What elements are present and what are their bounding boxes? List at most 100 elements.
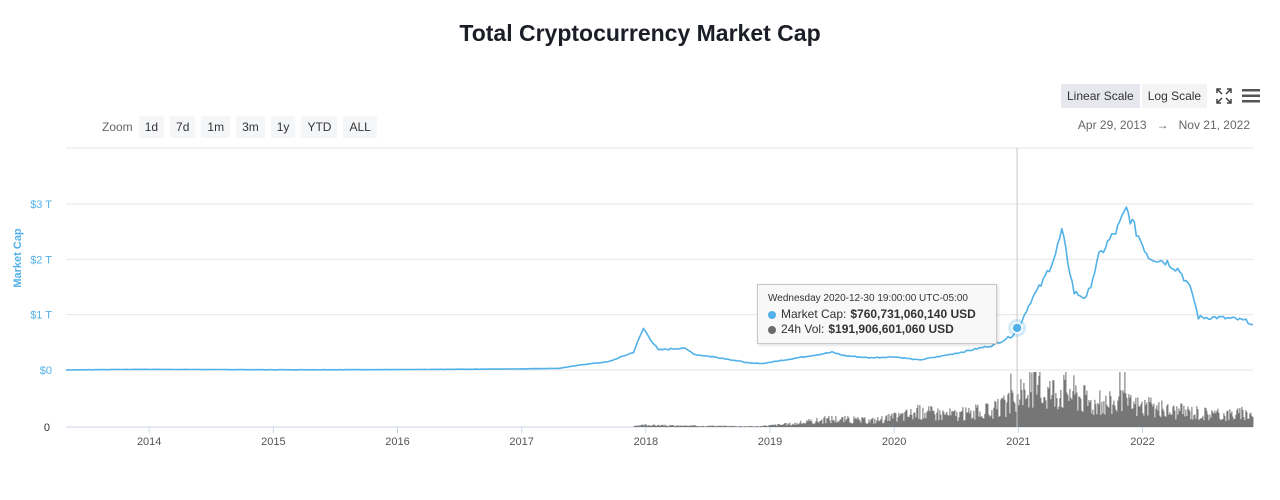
- volume-bar: [940, 414, 942, 427]
- volume-bar: [1249, 413, 1251, 427]
- volume-bar: [954, 410, 956, 427]
- volume-bar: [962, 407, 964, 427]
- volume-bar: [633, 426, 635, 427]
- volume-bar: [1247, 418, 1249, 427]
- y-tick-label: $0: [40, 365, 52, 377]
- volume-bar: [939, 410, 941, 427]
- range-from-input[interactable]: Apr 29, 2013: [1077, 118, 1147, 132]
- volume-bar: [923, 418, 925, 427]
- volume-bar: [716, 426, 718, 427]
- volume-bar: [1042, 403, 1044, 427]
- volume-bar: [877, 417, 879, 427]
- volume-bar: [974, 419, 976, 427]
- volume-bar: [805, 422, 807, 427]
- fullscreen-icon[interactable]: [1212, 85, 1236, 107]
- volume-bar: [1081, 410, 1083, 427]
- volume-bar: [1161, 400, 1163, 427]
- volume-bar: [926, 412, 928, 427]
- volume-bar: [1243, 417, 1245, 427]
- zoom-7d-button[interactable]: 7d: [170, 116, 196, 138]
- volume-bar: [922, 407, 924, 427]
- volume-bar: [816, 418, 818, 427]
- volume-bar: [1168, 414, 1170, 427]
- volume-bar: [1082, 412, 1084, 427]
- zoom-3m-button[interactable]: 3m: [236, 116, 265, 138]
- volume-bar: [861, 417, 863, 427]
- volume-bar: [663, 425, 665, 427]
- volume-bar: [651, 425, 653, 427]
- volume-bar: [767, 426, 769, 427]
- volume-bar: [938, 420, 940, 427]
- volume-bar: [721, 425, 723, 427]
- volume-bar: [1251, 415, 1253, 427]
- log-scale-button[interactable]: Log Scale: [1141, 84, 1208, 108]
- volume-bar: [1044, 397, 1046, 427]
- volume-bar: [1146, 402, 1148, 427]
- volume-bar: [774, 424, 776, 427]
- volume-bar: [782, 424, 784, 427]
- volume-bar: [1089, 402, 1091, 427]
- volume-bar: [881, 416, 883, 427]
- menu-icon[interactable]: [1239, 85, 1263, 107]
- volume-bar: [779, 424, 781, 427]
- volume-bar: [972, 417, 974, 427]
- volume-bar: [1217, 408, 1219, 427]
- volume-bar: [839, 419, 841, 427]
- volume-bar: [652, 425, 654, 427]
- volume-bar: [835, 416, 837, 427]
- volume-bar: [994, 400, 996, 427]
- axes: Market Cap $0 $1 T $2 T $3 T 0 2014 2015 2016 20…: [12, 199, 1155, 448]
- volume-bar: [1187, 406, 1189, 427]
- volume-bar: [1198, 420, 1200, 427]
- volume-bar: [720, 425, 722, 427]
- volume-bar: [1108, 407, 1110, 427]
- x-tick-label: 2014: [137, 436, 161, 448]
- volume-bar: [736, 426, 738, 427]
- x-tick-label: 2018: [634, 436, 658, 448]
- volume-bar: [752, 426, 754, 427]
- range-to-input[interactable]: Nov 21, 2022: [1178, 118, 1250, 132]
- zoom-ytd-button[interactable]: YTD: [301, 116, 338, 138]
- volume-bar: [1226, 411, 1228, 427]
- volume-bar: [729, 426, 731, 427]
- volume-bar: [1194, 414, 1196, 427]
- volume-bar: [849, 422, 851, 427]
- volume-bar: [1075, 385, 1077, 427]
- zoom-1y-button[interactable]: 1y: [270, 116, 296, 138]
- volume-bar: [1147, 415, 1149, 427]
- zoom-1m-button[interactable]: 1m: [201, 116, 231, 138]
- volume-bar: [872, 417, 874, 427]
- volume-bar: [1130, 395, 1132, 427]
- volume-bar: [727, 426, 729, 427]
- volume-bar: [891, 413, 893, 427]
- volume-bar: [1019, 399, 1021, 427]
- volume-bar: [807, 421, 809, 427]
- volume-bar: [977, 404, 979, 427]
- volume-bar: [964, 420, 966, 427]
- volume-bar: [1067, 394, 1069, 427]
- volume-bar: [698, 426, 700, 427]
- volume-bar: [913, 412, 915, 427]
- volume-bar: [924, 412, 926, 427]
- volume-bar: [638, 425, 640, 427]
- volume-bar: [759, 426, 761, 427]
- volume-bar: [1170, 414, 1172, 427]
- volume-bar: [927, 410, 929, 427]
- zoom-all-button[interactable]: ALL: [343, 116, 377, 138]
- volume-bar: [733, 425, 735, 427]
- zoom-1d-button[interactable]: 1d: [138, 116, 165, 138]
- volume-bar: [1102, 413, 1104, 427]
- volume-bar: [991, 410, 993, 427]
- volume-bar: [1138, 406, 1140, 427]
- volume-bar: [1043, 397, 1045, 427]
- linear-scale-button[interactable]: Linear Scale: [1061, 84, 1140, 108]
- volume-bar: [1079, 396, 1081, 427]
- volume-bar: [955, 416, 957, 427]
- volume-bar: [684, 426, 686, 427]
- volume-bar: [1039, 372, 1041, 427]
- volume-bar: [1104, 414, 1106, 427]
- volume-bar: [1165, 416, 1167, 427]
- volume-bar: [739, 426, 741, 427]
- market-cap-dot-icon: [768, 310, 776, 319]
